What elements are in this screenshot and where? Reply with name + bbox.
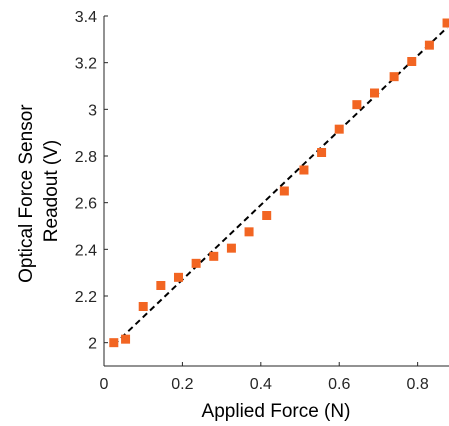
y-tick-label: 2 — [88, 336, 97, 353]
data-point — [424, 40, 434, 50]
data-point — [138, 302, 148, 311]
y-tick-label: 3.2 — [75, 56, 97, 73]
data-point — [334, 124, 344, 134]
data-point — [262, 211, 272, 220]
y-axis-label: Optical Force Sensor Readout (V) — [16, 99, 62, 283]
y-tick-label: 2.2 — [75, 289, 97, 306]
data-points-layer — [109, 18, 449, 348]
plot-area — [103, 16, 449, 367]
data-point — [244, 227, 254, 237]
y-axis-label-line-1: Optical Force Sensor — [16, 104, 37, 283]
data-point — [209, 251, 219, 261]
data-point — [191, 258, 201, 268]
y-axis-ticks: 2 2.2 2.4 2.6 2.8 3 3.2 3.4 — [75, 9, 108, 353]
x-axis-ticks: 0 0.2 0.4 0.6 0.8 — [100, 362, 429, 393]
x-tick-label: 0.8 — [407, 376, 429, 393]
data-point — [407, 57, 417, 66]
data-point — [442, 18, 449, 28]
data-point — [226, 243, 236, 253]
data-point — [173, 272, 183, 282]
y-tick-label: 3.4 — [75, 9, 97, 26]
x-tick-label: 0.6 — [328, 376, 350, 393]
data-point — [109, 338, 119, 348]
y-tick-label: 3 — [88, 102, 97, 119]
data-point — [279, 186, 289, 196]
x-tick-label: 0 — [100, 376, 109, 393]
x-tick-label: 0.2 — [171, 376, 193, 393]
data-point — [299, 165, 309, 175]
data-point — [317, 148, 327, 157]
data-point — [389, 72, 399, 82]
x-tick-label: 0.4 — [250, 376, 272, 393]
y-tick-label: 2.4 — [75, 242, 97, 259]
data-point — [352, 100, 362, 110]
y-axis-label-line-2: Readout (V) — [41, 140, 62, 242]
x-axis-label: Applied Force (N) — [202, 401, 351, 422]
y-tick-label: 2.6 — [75, 196, 97, 213]
data-point — [370, 88, 380, 98]
y-tick-label: 2.8 — [75, 149, 97, 166]
data-point — [156, 281, 166, 290]
data-point — [121, 334, 131, 344]
